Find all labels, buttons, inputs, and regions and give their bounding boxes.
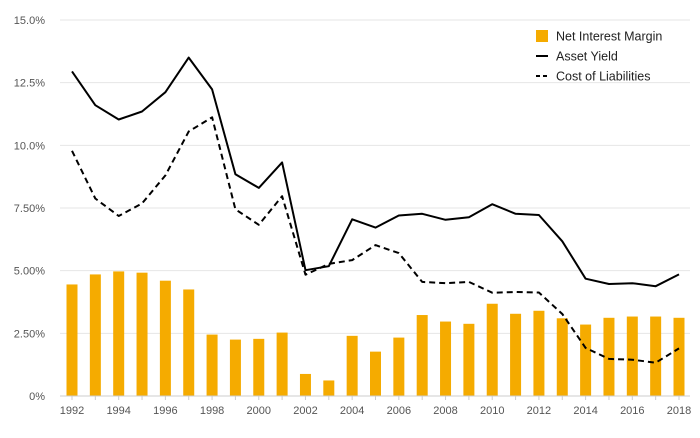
bar-net-interest-margin-2010 xyxy=(486,303,498,396)
axes: 0% 2.50% 5.00% 7.50% 10.0% 12.5% 15.0% 1992 1994… xyxy=(14,15,691,417)
bar-net-interest-margin-2011 xyxy=(510,313,522,396)
legend-label-asset-yield: Asset Yield xyxy=(556,50,618,64)
y-tick-label: 10.0% xyxy=(14,140,45,152)
x-tick-label: 2004 xyxy=(340,405,364,417)
x-tick-label: 2012 xyxy=(527,405,551,417)
bar-net-interest-margin-2007 xyxy=(416,315,428,396)
bar-net-interest-margin-1993 xyxy=(89,274,101,396)
y-tick-label: 7.50% xyxy=(14,203,45,215)
bar-net-interest-margin-2018 xyxy=(673,317,685,396)
x-tick-label: 2006 xyxy=(387,405,411,417)
legend-swatch-net-interest-margin xyxy=(536,30,548,42)
x-tick-label: 1994 xyxy=(106,405,130,417)
bar-net-interest-margin-1997 xyxy=(183,289,195,396)
bar-net-interest-margin-2009 xyxy=(463,323,475,396)
bar-net-interest-margin-2005 xyxy=(370,351,381,396)
bar-net-interest-margin-1998 xyxy=(206,334,218,396)
bar-net-interest-margin-2015 xyxy=(603,317,615,396)
gridlines xyxy=(60,19,690,334)
y-tick-label: 12.5% xyxy=(14,78,45,90)
bar-net-interest-margin-2008 xyxy=(440,321,452,396)
x-tick-label: 2014 xyxy=(573,405,597,417)
bar-net-interest-margin-2014 xyxy=(580,324,592,396)
bar-net-interest-margin-2001 xyxy=(276,332,288,396)
x-tick-label: 1992 xyxy=(60,405,84,417)
bar-net-interest-margin-1996 xyxy=(159,280,171,396)
bar-net-interest-margin-2012 xyxy=(533,310,545,396)
bar-net-interest-margin-2000 xyxy=(253,338,265,396)
y-tick-label: 5.00% xyxy=(14,266,45,278)
x-tick-label: 2002 xyxy=(293,405,317,417)
bar-net-interest-margin-1995 xyxy=(136,272,148,396)
bar-net-interest-margin-2006 xyxy=(393,337,405,396)
legend-label-cost-of-liabilities: Cost of Liabilities xyxy=(556,70,651,84)
bar-net-interest-margin-2003 xyxy=(323,380,335,396)
bar-net-interest-margin-2002 xyxy=(299,373,311,396)
y-tick-label: 2.50% xyxy=(14,328,45,340)
x-tick-label: 2008 xyxy=(433,405,457,417)
y-tick-label: 0% xyxy=(29,391,45,403)
x-tick-label: 1996 xyxy=(153,405,177,417)
x-tick-label: 2010 xyxy=(480,405,504,417)
bar-net-interest-margin-2004 xyxy=(346,335,358,396)
legend-label-net-interest-margin: Net Interest Margin xyxy=(556,30,662,44)
x-tick-label: 2016 xyxy=(620,405,644,417)
bar-net-interest-margin-2017 xyxy=(650,316,662,396)
bar-net-interest-margin-1992 xyxy=(66,284,78,396)
bar-net-interest-margin-1999 xyxy=(229,339,241,396)
y-tick-label: 15.0% xyxy=(14,15,45,27)
legend: Net Interest Margin Asset Yield Cost of … xyxy=(536,30,662,84)
line-cost-of-liabilities xyxy=(71,116,680,364)
bar-net-interest-margin-2016 xyxy=(626,316,638,396)
bar-net-interest-margin-1994 xyxy=(113,271,125,396)
bar-series-net-interest-margin xyxy=(66,271,685,396)
x-tick-label: 2000 xyxy=(247,405,271,417)
x-tick-label: 2018 xyxy=(667,405,691,417)
bar-net-interest-margin-2013 xyxy=(556,318,568,396)
line-series xyxy=(71,56,680,364)
x-tick-label: 1998 xyxy=(200,405,224,417)
line-asset-yield xyxy=(71,56,680,288)
